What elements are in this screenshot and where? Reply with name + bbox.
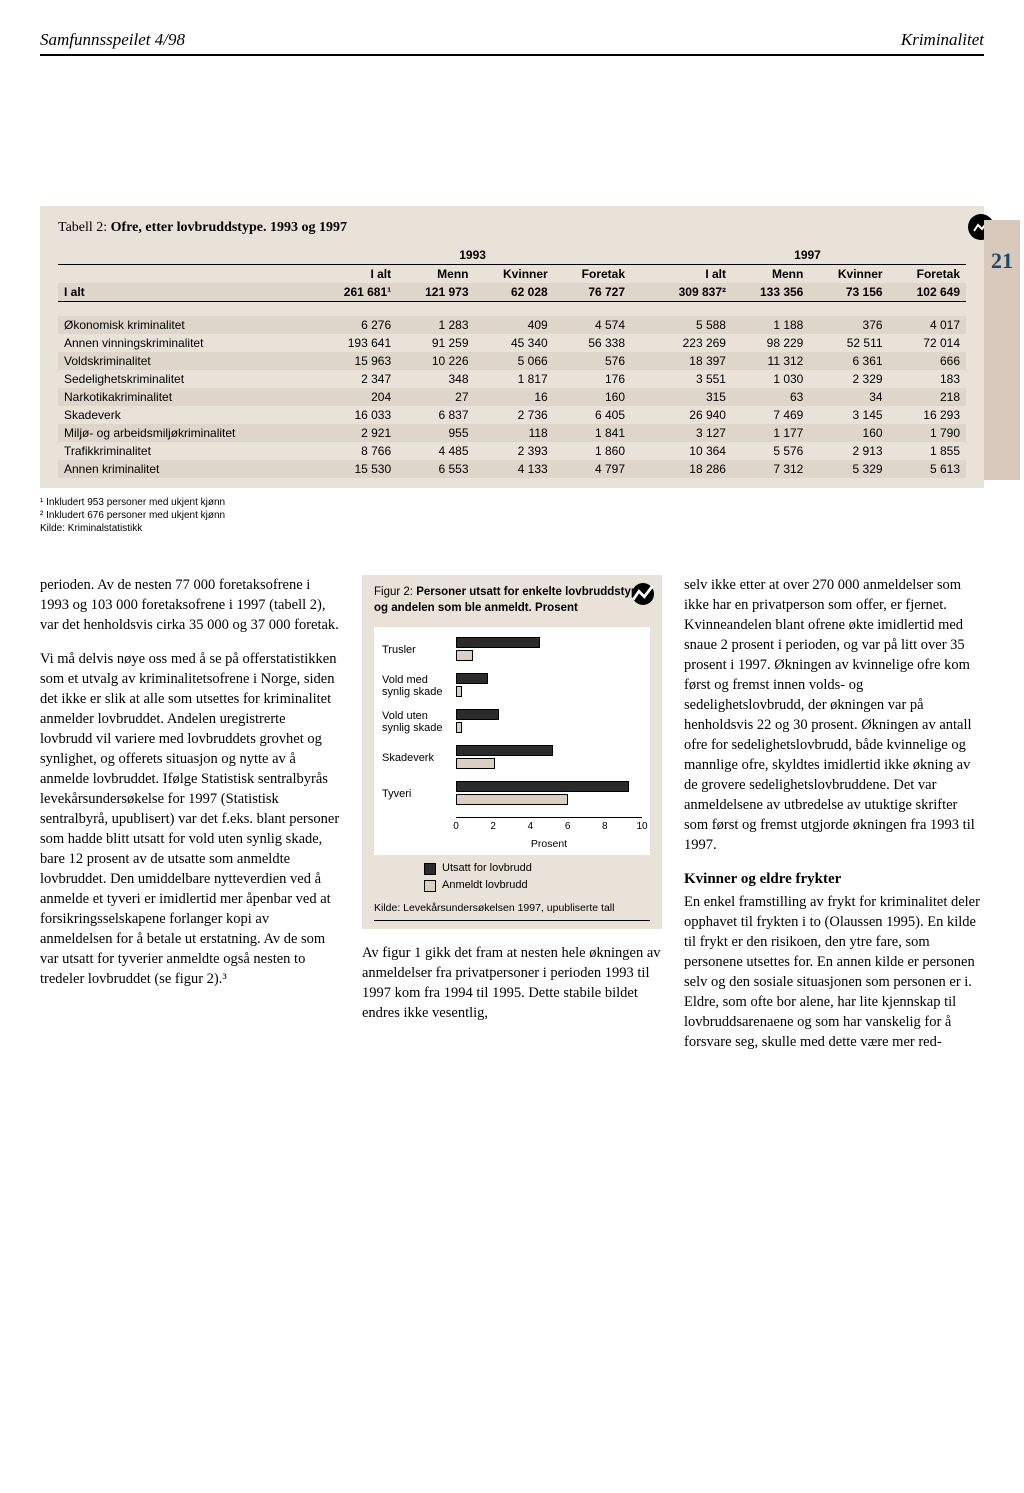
table-title: Tabell 2: Ofre, etter lovbruddstype. 199… <box>58 220 966 236</box>
column-1: perioden. Av de nesten 77 000 foretaksof… <box>40 575 340 1066</box>
figure-source: Kilde: Levekårsundersøkelsen 1997, upubl… <box>374 902 650 915</box>
column-header: Kvinner <box>809 265 888 284</box>
body-para: Vi må delvis nøye oss med å se på offers… <box>40 649 340 989</box>
column-header: I alt <box>649 265 732 284</box>
subheading: Kvinner og eldre frykter <box>684 869 984 890</box>
table-row: Narkotikakriminalitet2042716160315633421… <box>58 388 966 406</box>
chart-icon <box>632 583 654 605</box>
table-row: Annen kriminalitet15 5306 5534 1334 7971… <box>58 460 966 478</box>
bar-chart: TruslerVold med synlig skadeVold uten sy… <box>374 627 650 855</box>
column-3: selv ikke etter at over 270 000 anmeldel… <box>684 575 984 1066</box>
column-header: I alt <box>314 265 397 284</box>
swatch-utsatt <box>424 863 436 875</box>
body-para: Av figur 1 gikk det fram at nesten hele … <box>362 943 662 1023</box>
table-row: Trafikkriminalitet8 7664 4852 3931 86010… <box>58 442 966 460</box>
year-1993: 1993 <box>314 246 631 265</box>
year-1997: 1997 <box>649 246 966 265</box>
table-row: Økonomisk kriminalitet6 2761 2834094 574… <box>58 316 966 334</box>
figure-title: Figur 2: Personer utsatt for enkelte lov… <box>374 585 650 617</box>
crime-table: 1993 1997 I altMennKvinnerForetakI altMe… <box>58 246 966 478</box>
publication-title: Samfunnsspeilet 4/98 <box>40 30 185 50</box>
column-2: Figur 2: Personer utsatt for enkelte lov… <box>362 575 662 1066</box>
column-header: Menn <box>732 265 809 284</box>
section-title: Kriminalitet <box>901 30 984 50</box>
page-header: Samfunnsspeilet 4/98 Kriminalitet <box>40 30 984 56</box>
page-number: 21 <box>984 220 1020 480</box>
body-columns: perioden. Av de nesten 77 000 foretaksof… <box>40 575 984 1066</box>
table-row: Skadeverk16 0336 8372 7366 40526 9407 46… <box>58 406 966 424</box>
table-footnotes: ¹ Inkludert 953 personer med ukjent kjøn… <box>40 496 984 535</box>
body-para: selv ikke etter at over 270 000 anmeldel… <box>684 575 984 855</box>
body-para: En enkel framstilling av frykt for krimi… <box>684 892 984 1052</box>
table-row: Sedelighetskriminalitet2 3473481 8171763… <box>58 370 966 388</box>
chart-legend: Utsatt for lovbrudd Anmeldt lovbrudd <box>424 861 650 893</box>
column-header: Foretak <box>554 265 631 284</box>
table-row: Voldskriminalitet15 96310 2265 06657618 … <box>58 352 966 370</box>
body-para: perioden. Av de nesten 77 000 foretaksof… <box>40 575 340 635</box>
table-row: Miljø- og arbeidsmiljøkriminalitet2 9219… <box>58 424 966 442</box>
column-header: Kvinner <box>475 265 554 284</box>
figure-2: Figur 2: Personer utsatt for enkelte lov… <box>362 575 662 929</box>
table-row: Annen vinningskriminalitet193 64191 2594… <box>58 334 966 352</box>
column-header: Menn <box>397 265 474 284</box>
column-header: Foretak <box>889 265 966 284</box>
swatch-anmeldt <box>424 880 436 892</box>
table-2-container: 21 Tabell 2: Ofre, etter lovbruddstype. … <box>40 206 984 488</box>
